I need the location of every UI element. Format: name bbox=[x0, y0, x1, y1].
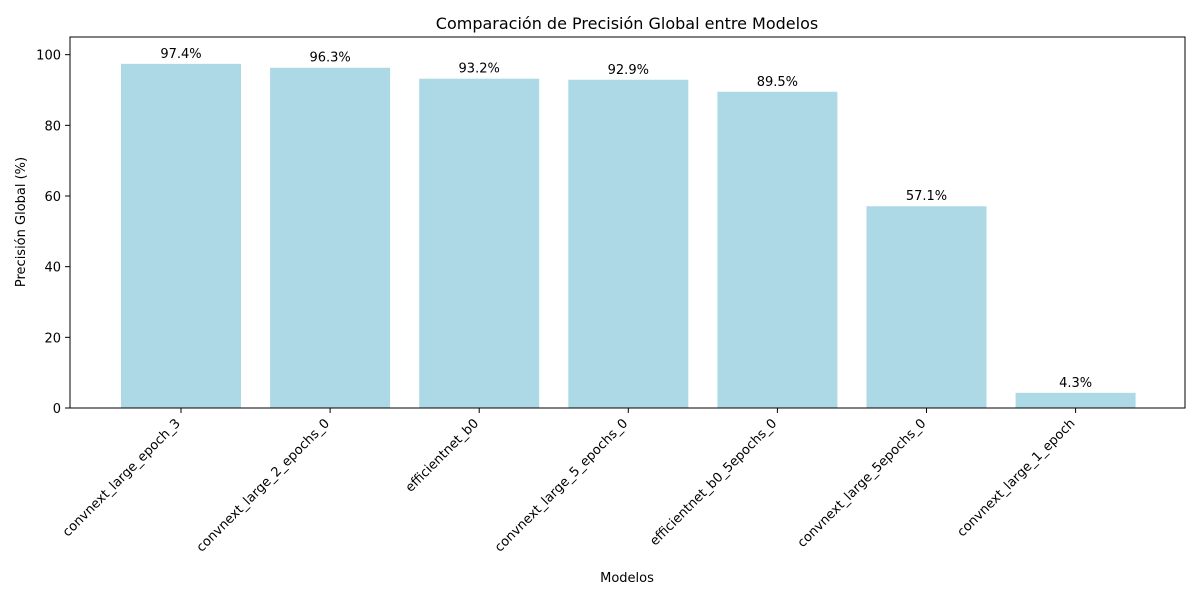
x-tick-label-2: efficientnet_b0 bbox=[403, 416, 482, 495]
plot-frame bbox=[69, 36, 1186, 409]
y-tick-label-1: 20 bbox=[44, 331, 61, 346]
x-tick-label-3: convnext_large_5_epochs_0 bbox=[492, 416, 631, 555]
x-tick-label-0: convnext_large_epoch_3 bbox=[60, 416, 184, 540]
data-labels-group: 97.4% 96.3% 93.2% 92.9% 89.5% 57.1% 4.3% bbox=[160, 47, 1092, 391]
bar-4 bbox=[717, 91, 838, 409]
bar-0 bbox=[121, 63, 241, 408]
data-label-2: 93.2% bbox=[459, 62, 500, 77]
data-label-5: 57.1% bbox=[906, 189, 947, 204]
data-label-1: 96.3% bbox=[309, 51, 350, 66]
x-tick-label-4: efficientnet_b0_5epochs_0 bbox=[647, 416, 780, 549]
data-label-6: 4.3% bbox=[1059, 376, 1092, 391]
x-tick-label-1: convnext_large_2_epochs_0 bbox=[194, 416, 333, 555]
y-axis: 0 20 40 60 80 100 bbox=[36, 49, 70, 417]
bar-5 bbox=[866, 206, 987, 408]
bars-group bbox=[121, 63, 1136, 409]
bar-2 bbox=[419, 78, 540, 409]
bar-1 bbox=[270, 67, 391, 409]
y-tick-label-0: 0 bbox=[53, 402, 61, 417]
y-tick-label-2: 40 bbox=[44, 261, 61, 276]
x-tick-label-6: convnext_large_1_epoch bbox=[955, 416, 1079, 540]
x-axis: convnext_large_epoch_3 convnext_large_2_e… bbox=[60, 408, 1078, 555]
x-tick-label-5: convnext_large_5epochs_0 bbox=[795, 416, 929, 550]
chart-title: Comparación de Precisión Global entre Mo… bbox=[436, 14, 818, 33]
x-axis-label: Modelos bbox=[600, 571, 654, 586]
y-tick-label-3: 60 bbox=[44, 190, 61, 205]
data-label-0: 97.4% bbox=[160, 47, 201, 62]
y-tick-label-5: 100 bbox=[36, 49, 61, 64]
y-tick-label-4: 80 bbox=[44, 119, 61, 134]
bar-3 bbox=[568, 79, 689, 409]
y-axis-label: Precisión Global (%) bbox=[14, 157, 29, 287]
bar-6 bbox=[1015, 392, 1136, 408]
data-label-3: 92.9% bbox=[608, 63, 649, 78]
data-label-4: 89.5% bbox=[757, 75, 798, 90]
